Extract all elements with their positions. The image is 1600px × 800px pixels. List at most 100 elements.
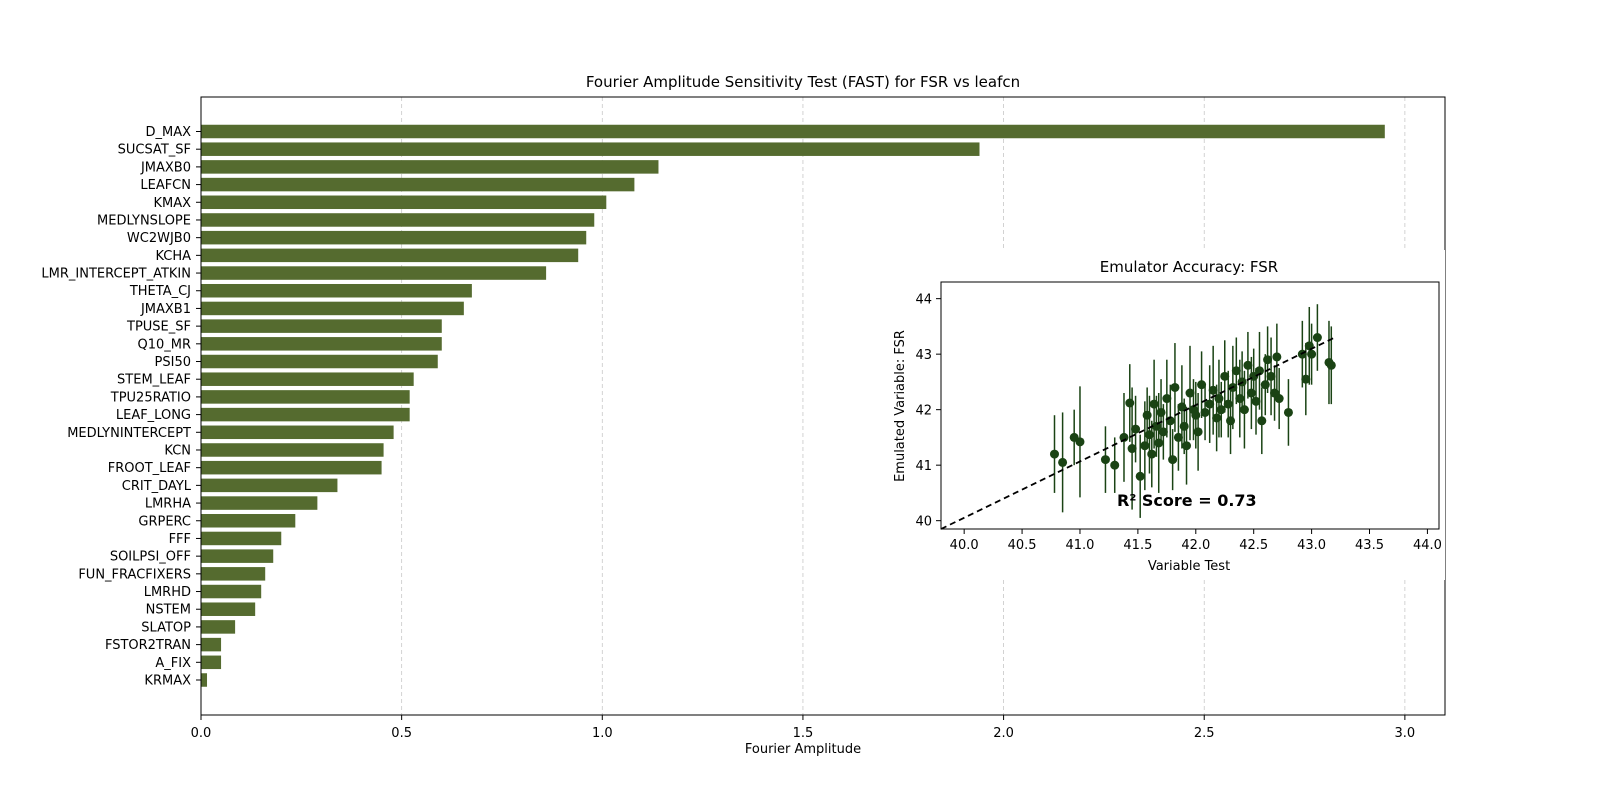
- data-point: [1158, 427, 1168, 437]
- data-point: [1216, 405, 1226, 415]
- bar: [201, 230, 587, 245]
- y-tick-label: 43: [915, 348, 932, 363]
- category-label: KCN: [164, 443, 191, 458]
- bar: [201, 337, 442, 351]
- bar: [201, 266, 547, 280]
- data-point: [1307, 349, 1317, 359]
- data-point: [1131, 424, 1141, 434]
- category-label: CRIT_DAYL: [122, 479, 192, 494]
- data-point: [1205, 399, 1215, 409]
- bar: [201, 637, 222, 652]
- bar: [201, 248, 579, 263]
- bar: [201, 655, 222, 670]
- data-point: [1170, 382, 1180, 392]
- bar: [201, 124, 1385, 139]
- data-point: [1239, 405, 1249, 415]
- bar: [201, 142, 980, 156]
- main-x-axis-label: Fourier Amplitude: [745, 742, 861, 757]
- inset-plot-frame: [940, 281, 1440, 530]
- category-label: LMRHD: [144, 585, 191, 600]
- inset-reference-line: [940, 336, 1336, 530]
- main-category-labels: D_MAX SUCSAT_SF JMAXB0 LEAFCN KMAX MEDLYNSLOP…: [41, 125, 201, 689]
- data-point: [1147, 449, 1157, 459]
- x-tick-label: 41.5: [1123, 538, 1152, 553]
- category-label: KMAX: [153, 196, 191, 211]
- bar: [201, 602, 256, 616]
- bar: [201, 478, 338, 493]
- y-tick-label: 42: [915, 404, 932, 419]
- data-point: [1235, 394, 1245, 404]
- bar: [201, 549, 274, 563]
- data-point: [1212, 413, 1222, 423]
- category-label: TPUSE_SF: [126, 320, 191, 335]
- data-point: [1110, 460, 1120, 470]
- main-bars: [201, 124, 1385, 687]
- category-label: SOILPSI_OFF: [110, 550, 191, 565]
- bar: [201, 390, 410, 404]
- category-label: NSTEM: [146, 603, 191, 618]
- data-point: [1246, 388, 1256, 398]
- data-point: [1058, 457, 1068, 467]
- x-tick-label: 40.5: [1008, 538, 1037, 553]
- category-label: STEM_LEAF: [117, 373, 191, 388]
- category-label: MEDLYNSLOPE: [97, 213, 191, 228]
- data-point: [1257, 416, 1267, 426]
- x-tick-label: 42.5: [1239, 538, 1268, 553]
- bar: [201, 160, 659, 174]
- data-point: [1162, 394, 1172, 404]
- data-point: [1135, 471, 1145, 481]
- data-point: [1144, 430, 1154, 440]
- data-point: [1266, 371, 1276, 381]
- bar: [201, 177, 635, 192]
- data-point: [1226, 416, 1236, 426]
- r2-score-annotation: R² Score = 0.73: [1117, 491, 1257, 510]
- emulator-accuracy-inset: Emulator Accuracy: FSR R² Score = 0.73 4…: [885, 250, 1445, 580]
- inset-points: [1049, 304, 1336, 518]
- inset-background: [885, 250, 1445, 580]
- inset-x-ticks: 40.0 40.5 41.0 41.5 42.0 42.5 43.0 43.5 44.0: [950, 529, 1442, 553]
- inset-x-axis-label: Variable Test: [1148, 559, 1230, 574]
- data-point: [1149, 399, 1159, 409]
- inset-y-axis-label: Emulated Variable: FSR: [893, 330, 908, 482]
- data-point: [1140, 441, 1150, 451]
- data-point: [1260, 380, 1270, 390]
- inset-chart-title: Emulator Accuracy: FSR: [1100, 258, 1278, 276]
- data-point: [1208, 385, 1218, 395]
- data-point: [1075, 437, 1085, 447]
- bar: [201, 514, 296, 528]
- data-point: [1251, 396, 1261, 406]
- data-point: [1301, 374, 1311, 384]
- x-tick-label: 1.5: [793, 726, 814, 741]
- x-tick-label: 0.5: [391, 726, 412, 741]
- x-tick-label: 43.5: [1355, 538, 1384, 553]
- bar: [201, 531, 282, 546]
- data-point: [1049, 449, 1059, 459]
- data-point: [1312, 333, 1322, 343]
- x-tick-label: 1.0: [592, 726, 613, 741]
- main-x-ticks: 0.0 0.5 1.0 1.5 2.0 2.5 3.0: [191, 715, 1416, 741]
- category-label: MEDLYNINTERCEPT: [67, 426, 191, 441]
- y-tick-label: 41: [915, 459, 932, 474]
- data-point: [1283, 407, 1293, 417]
- x-tick-label: 44.0: [1413, 538, 1442, 553]
- data-point: [1200, 407, 1210, 417]
- x-tick-label: 0.0: [191, 726, 212, 741]
- category-label: THETA_CJ: [129, 284, 191, 299]
- bar: [201, 496, 318, 510]
- bar: [201, 319, 442, 333]
- data-point: [1197, 380, 1207, 390]
- data-point: [1254, 366, 1264, 376]
- data-point: [1326, 360, 1336, 370]
- bar: [201, 460, 382, 475]
- data-point: [1182, 441, 1192, 451]
- category-label: FUN_FRACFIXERS: [78, 567, 191, 582]
- bar: [201, 620, 236, 634]
- data-point: [1142, 410, 1152, 420]
- category-label: LEAFCN: [140, 178, 191, 193]
- bar: [201, 443, 384, 457]
- x-tick-label: 42.0: [1181, 538, 1210, 553]
- data-point: [1100, 455, 1110, 465]
- x-tick-label: 3.0: [1395, 726, 1416, 741]
- category-label: GRPERC: [138, 514, 191, 529]
- category-label: JMAXB0: [140, 160, 191, 175]
